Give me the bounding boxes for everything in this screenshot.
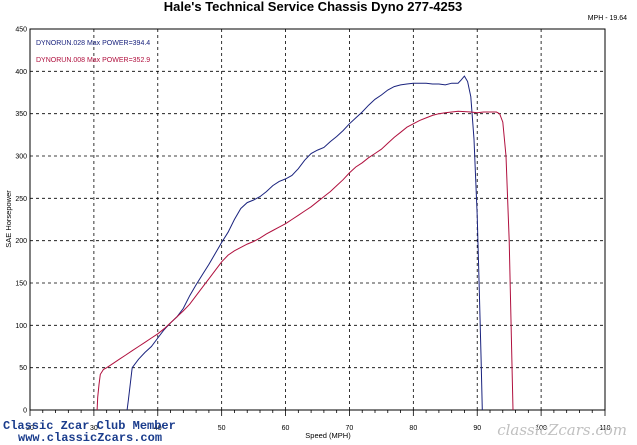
series-line-dynorun-028 xyxy=(126,75,483,411)
y-tick-label: 300 xyxy=(15,154,27,161)
x-tick-label: 110 xyxy=(599,425,610,432)
series-lines xyxy=(96,75,514,411)
y-tick-label: 400 xyxy=(15,69,27,76)
x-tick-label: 100 xyxy=(535,425,547,432)
chart-title: Hale's Technical Service Chassis Dyno 27… xyxy=(164,0,462,14)
x-tick-label: 80 xyxy=(409,425,417,432)
y-tick-label: 250 xyxy=(15,196,27,203)
y-tick-label: 50 xyxy=(19,365,27,372)
x-tick-label: 70 xyxy=(346,425,354,432)
club-member-text: Classic Zcar Club Member xyxy=(3,419,176,433)
watermark-logo: classicZcars.com xyxy=(497,421,627,439)
y-tick-label: 200 xyxy=(15,238,27,245)
y-tick-label: 150 xyxy=(15,281,27,288)
y-tick-label: 0 xyxy=(23,408,27,415)
y-axis-label: SAE Horsepower xyxy=(4,190,13,248)
x-tick-label: 60 xyxy=(282,425,290,432)
legend: DYNORUN.028 Max POWER=394.4 DYNORUN.008 M… xyxy=(36,40,150,64)
plot-area-border xyxy=(29,28,606,411)
y-tick-label: 100 xyxy=(15,323,27,330)
x-tick-label: 40 xyxy=(154,425,162,432)
x-tick-label: 20 xyxy=(26,425,34,432)
website-link[interactable]: www.classicZcars.com xyxy=(18,431,163,445)
legend-entry: DYNORUN.028 Max POWER=394.4 xyxy=(36,40,150,47)
x-axis-label: Speed (MPH) xyxy=(305,431,351,440)
y-tick-label: 350 xyxy=(15,111,27,118)
x-tick-label: 50 xyxy=(218,425,226,432)
axis-ticks: 20 30 40 50 60 70 80 90 100 110 0 50 100 150 200 250 300… xyxy=(15,27,610,433)
legend-entry: DYNORUN.008 Max POWER=352.9 xyxy=(36,57,150,64)
x-tick-label: 30 xyxy=(90,425,98,432)
series-line-dynorun-008 xyxy=(96,110,514,411)
corner-label: MPH - 19.64 xyxy=(588,15,627,22)
grid xyxy=(30,29,605,410)
y-tick-label: 450 xyxy=(15,27,27,34)
x-tick-label: 90 xyxy=(473,425,481,432)
